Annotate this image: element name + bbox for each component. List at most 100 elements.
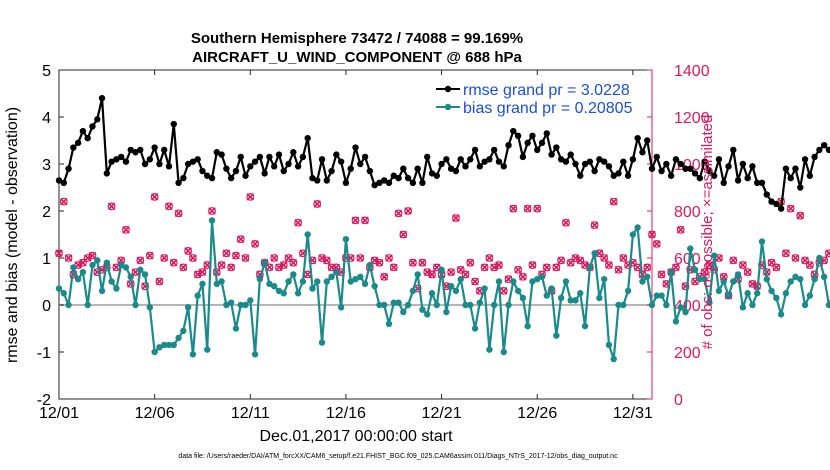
x-tick-label: 12/06 bbox=[135, 405, 175, 422]
obs-assimilated-point bbox=[509, 204, 518, 213]
x-tick-label: 12/16 bbox=[326, 405, 366, 422]
series-point-rmse bbox=[773, 200, 780, 208]
plot-area bbox=[58, 69, 653, 400]
series-point-rmse bbox=[309, 174, 316, 182]
series-point-bias bbox=[801, 301, 809, 309]
series-point-rmse bbox=[151, 144, 158, 151]
obs-possible-point bbox=[289, 258, 298, 267]
obs-possible-point bbox=[284, 254, 293, 262]
series-point-rmse bbox=[366, 167, 374, 175]
series-point-rmse bbox=[227, 174, 235, 182]
obs-layer bbox=[55, 192, 830, 300]
x-tick-label: 12/31 bbox=[613, 405, 653, 422]
series-point-bias bbox=[639, 278, 646, 285]
series-point-bias bbox=[247, 297, 254, 304]
series-point-bias bbox=[285, 278, 292, 285]
obs-possible-point bbox=[786, 204, 795, 213]
series-point-bias bbox=[170, 341, 177, 349]
series-point-bias bbox=[782, 290, 790, 297]
series-point-bias bbox=[404, 301, 412, 309]
obs-assimilated-point bbox=[136, 256, 145, 265]
obs-assimilated-point bbox=[246, 193, 255, 201]
series-point-rmse bbox=[247, 163, 254, 170]
series-point-bias bbox=[251, 351, 259, 358]
series-point-bias bbox=[180, 327, 187, 335]
series-point-bias bbox=[725, 292, 732, 299]
series-point-bias bbox=[438, 266, 445, 273]
series-point-rmse bbox=[591, 167, 598, 175]
obs-assimilated-point bbox=[557, 256, 565, 265]
y-tick-label: 2 bbox=[42, 204, 51, 221]
series-point-bias bbox=[519, 294, 527, 302]
series-point-bias bbox=[94, 257, 101, 264]
series-point-bias bbox=[534, 275, 541, 283]
y-tick-label: 1 bbox=[42, 251, 51, 268]
obs-possible-point bbox=[217, 261, 226, 269]
series-point-bias bbox=[481, 285, 488, 292]
y-tick-label: 0 bbox=[42, 298, 51, 315]
series-point-rmse bbox=[290, 149, 297, 156]
series-point-rmse bbox=[710, 172, 718, 179]
series-point-rmse bbox=[667, 172, 675, 179]
series-point-bias bbox=[447, 283, 455, 290]
series-point-rmse bbox=[89, 123, 96, 130]
series-point-rmse bbox=[768, 198, 775, 205]
y-tick-label: 3 bbox=[42, 157, 51, 174]
obs-assimilated-point bbox=[619, 254, 628, 262]
obs-possible-point bbox=[805, 261, 814, 269]
series-point-rmse bbox=[806, 172, 814, 179]
series-point-bias bbox=[218, 278, 225, 285]
y-right-tick-label: 800 bbox=[674, 204, 701, 221]
obs-possible-point bbox=[466, 258, 475, 267]
series-point-bias bbox=[739, 304, 747, 311]
obs-possible-point bbox=[681, 282, 690, 291]
series-point-bias bbox=[419, 306, 426, 313]
series-point-rmse bbox=[371, 181, 378, 189]
series-point-rmse bbox=[749, 163, 756, 170]
obs-possible-point bbox=[327, 263, 336, 272]
series-point-bias bbox=[357, 273, 364, 280]
series-point-rmse bbox=[553, 144, 560, 151]
obs-assimilated-point bbox=[643, 263, 651, 272]
obs-assimilated-point bbox=[236, 235, 245, 243]
obs-assimilated-point bbox=[270, 254, 278, 262]
series-point-rmse bbox=[438, 160, 445, 168]
obs-possible-point bbox=[251, 239, 259, 248]
series-point-rmse bbox=[404, 174, 412, 182]
x-tick-label: 12/21 bbox=[422, 405, 462, 422]
obs-possible-point bbox=[351, 216, 360, 225]
series-point-bias bbox=[314, 278, 321, 285]
obs-possible-point bbox=[418, 258, 427, 267]
obs-assimilated-point bbox=[155, 277, 164, 286]
series-point-rmse bbox=[577, 172, 584, 179]
obs-possible-point bbox=[389, 263, 398, 272]
series-point-bias bbox=[275, 287, 283, 295]
series-point-rmse bbox=[318, 156, 326, 163]
series-point-bias bbox=[280, 290, 287, 297]
series-point-bias bbox=[132, 301, 139, 309]
series-point-rmse bbox=[639, 149, 646, 156]
series-point-rmse bbox=[548, 151, 555, 158]
series-point-rmse bbox=[98, 95, 106, 102]
series-point-bias bbox=[165, 341, 173, 349]
series-point-rmse bbox=[653, 153, 660, 161]
series-point-rmse bbox=[132, 149, 139, 156]
legend-box bbox=[428, 78, 650, 116]
series-point-bias bbox=[337, 304, 345, 311]
series-point-rmse bbox=[452, 167, 460, 175]
obs-assimilated-point bbox=[791, 254, 800, 262]
obs-assimilated-point bbox=[428, 270, 436, 279]
series-point-rmse bbox=[696, 174, 704, 182]
obs-assimilated-point bbox=[179, 263, 188, 272]
series-point-rmse bbox=[811, 153, 818, 161]
obs-assimilated-point bbox=[409, 258, 417, 267]
obs-possible-point bbox=[619, 254, 628, 262]
obs-assimilated-point bbox=[480, 263, 489, 272]
obs-assimilated-point bbox=[614, 265, 623, 274]
series-point-rmse bbox=[414, 165, 421, 172]
obs-assimilated-point bbox=[653, 240, 661, 248]
obs-assimilated-point bbox=[633, 263, 642, 272]
obs-possible-point bbox=[518, 272, 527, 281]
series-point-bias bbox=[117, 261, 125, 269]
series-point-bias bbox=[342, 236, 350, 243]
